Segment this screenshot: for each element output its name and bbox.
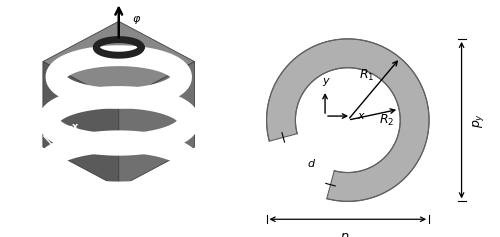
Text: z: z: [21, 112, 27, 122]
Text: y: y: [57, 157, 64, 167]
Text: $p_x$: $p_x$: [340, 231, 355, 237]
Text: $R_1$: $R_1$: [360, 68, 374, 82]
Text: $d$: $d$: [307, 157, 316, 169]
Text: -x: -x: [69, 122, 79, 132]
Polygon shape: [119, 62, 194, 187]
Text: $x$: $x$: [356, 111, 366, 121]
Wedge shape: [266, 133, 336, 203]
Text: $\varphi$: $\varphi$: [132, 14, 141, 26]
Text: $y$: $y$: [322, 76, 331, 87]
Polygon shape: [43, 21, 195, 102]
Wedge shape: [266, 39, 429, 201]
Text: $R_2$: $R_2$: [380, 113, 394, 128]
Polygon shape: [43, 62, 119, 187]
Text: $p_y$: $p_y$: [472, 113, 486, 128]
